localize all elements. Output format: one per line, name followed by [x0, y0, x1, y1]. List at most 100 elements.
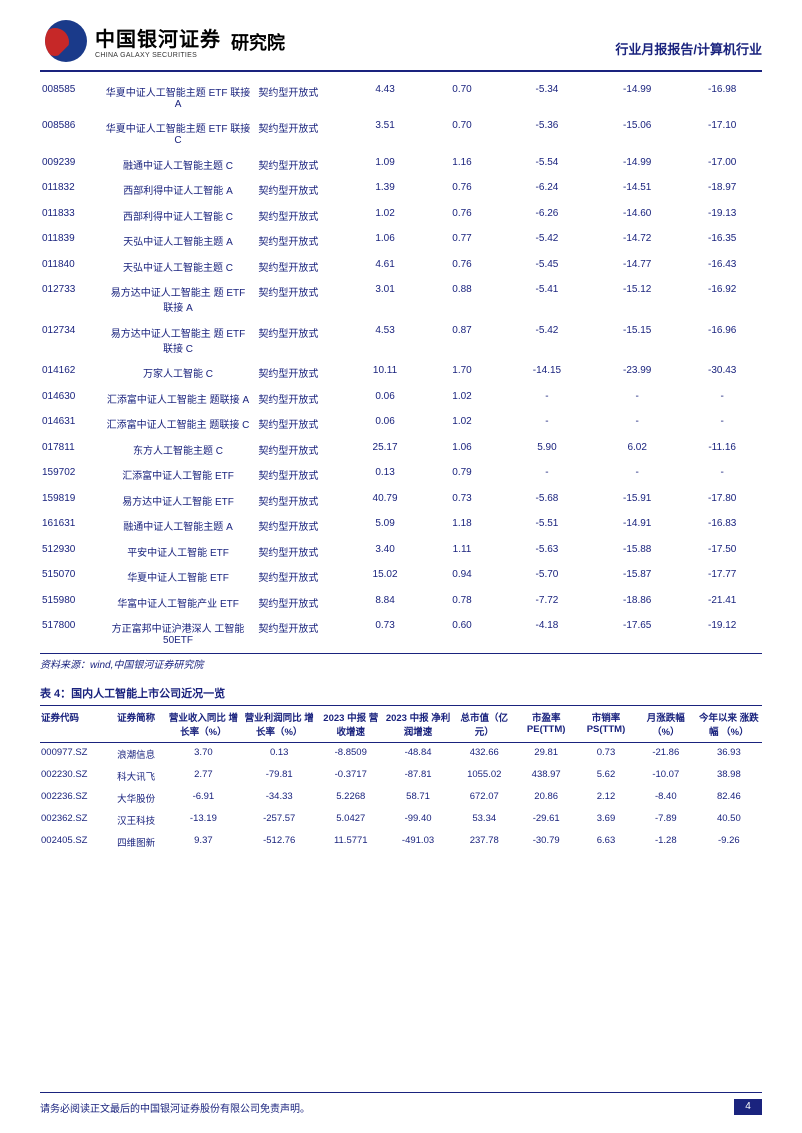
cell-name: 融通中证人工智能主题 C	[104, 151, 253, 177]
cell-v4: -	[592, 411, 682, 436]
cell-v5: -	[682, 462, 762, 487]
cell-v5: -16.35	[682, 228, 762, 253]
cell-v5: -	[682, 411, 762, 436]
page-number: 4	[734, 1099, 762, 1115]
cell-name: 天弘中证人工智能主题 A	[104, 228, 253, 253]
table-cell: 002236.SZ	[40, 787, 106, 809]
table-cell: -99.40	[384, 809, 452, 831]
table-row: 008585华夏中证人工智能主题 ETF 联接 A契约型开放式4.430.70-…	[40, 78, 762, 115]
table-cell: 000977.SZ	[40, 743, 106, 766]
cell-name: 华夏中证人工智能主题 ETF 联接 A	[104, 78, 253, 115]
cell-v2: 0.77	[422, 228, 502, 253]
cell-name: 汇添富中证人工智能 ETF	[104, 462, 253, 487]
cell-v1: 40.79	[348, 487, 422, 513]
table-row: 017811东方人工智能主题 C契约型开放式25.171.065.906.02-…	[40, 436, 762, 462]
column-header: 市销率 PS(TTM)	[576, 706, 636, 743]
cell-v3: -5.63	[502, 538, 592, 564]
cell-name: 万家人工智能 C	[104, 360, 253, 385]
table-row: 515980华富中证人工智能产业 ETF契约型开放式8.840.78-7.72-…	[40, 589, 762, 615]
cell-name: 西部利得中证人工智能 C	[104, 202, 253, 228]
cell-v3: -5.36	[502, 115, 592, 151]
cell-v3: -5.42	[502, 319, 592, 360]
cell-name: 西部利得中证人工智能 A	[104, 177, 253, 202]
cell-type: 契约型开放式	[252, 78, 348, 115]
cell-v1: 10.11	[348, 360, 422, 385]
cell-v4: -15.12	[592, 279, 682, 319]
table-cell: 5.62	[576, 765, 636, 787]
cell-v1: 5.09	[348, 513, 422, 538]
table-cell: 432.66	[452, 743, 516, 766]
table-row: 014630汇添富中证人工智能主 题联接 A契约型开放式0.061.02---	[40, 385, 762, 411]
cell-v5: -16.96	[682, 319, 762, 360]
cell-name: 易方达中证人工智能 ETF	[104, 487, 253, 513]
column-header: 月涨跌幅 （%）	[636, 706, 696, 743]
cell-v2: 0.70	[422, 78, 502, 115]
table-cell: 大华股份	[106, 787, 166, 809]
cell-v4: -17.65	[592, 615, 682, 651]
cell-v4: 6.02	[592, 436, 682, 462]
logo-sub-text: 研究院	[231, 29, 285, 55]
cell-code: 008585	[40, 78, 104, 115]
cell-v3: -5.45	[502, 253, 592, 279]
cell-v1: 25.17	[348, 436, 422, 462]
logo-icon	[45, 20, 87, 62]
cell-type: 契约型开放式	[252, 115, 348, 151]
cell-v5: -16.92	[682, 279, 762, 319]
table-row: 009239融通中证人工智能主题 C契约型开放式1.091.16-5.54-14…	[40, 151, 762, 177]
cell-code: 512930	[40, 538, 104, 564]
cell-v5: -11.16	[682, 436, 762, 462]
table-cell: 58.71	[384, 787, 452, 809]
cell-v4: -15.06	[592, 115, 682, 151]
cell-code: 012733	[40, 279, 104, 319]
cell-v4: -15.91	[592, 487, 682, 513]
cell-v1: 3.40	[348, 538, 422, 564]
cell-code: 014630	[40, 385, 104, 411]
cell-type: 契约型开放式	[252, 360, 348, 385]
cell-code: 014631	[40, 411, 104, 436]
cell-v3: -5.41	[502, 279, 592, 319]
page-header: 中国银河证券 CHINA GALAXY SECURITIES 研究院 行业月报报…	[0, 0, 802, 70]
cell-v1: 0.06	[348, 411, 422, 436]
cell-v2: 1.06	[422, 436, 502, 462]
cell-v3: 5.90	[502, 436, 592, 462]
cell-v4: -14.51	[592, 177, 682, 202]
column-header: 今年以来 涨跌幅 （%）	[696, 706, 762, 743]
cell-v3: -14.15	[502, 360, 592, 385]
cell-v2: 1.11	[422, 538, 502, 564]
cell-v3: -5.54	[502, 151, 592, 177]
column-header: 总市值（亿 元）	[452, 706, 516, 743]
table-row: 517800方正富邦中证沪港深人 工智能 50ETF契约型开放式0.730.60…	[40, 615, 762, 651]
cell-code: 159819	[40, 487, 104, 513]
cell-v5: -17.10	[682, 115, 762, 151]
table-cell: 237.78	[452, 831, 516, 853]
cell-v2: 0.60	[422, 615, 502, 651]
table-row: 002230.SZ科大讯飞2.77-79.81-0.3717-87.811055…	[40, 765, 762, 787]
cell-v3: -	[502, 385, 592, 411]
table-cell: 0.73	[576, 743, 636, 766]
cell-v2: 1.70	[422, 360, 502, 385]
cell-code: 161631	[40, 513, 104, 538]
cell-v3: -5.51	[502, 513, 592, 538]
table-row: 000977.SZ浪潮信息3.700.13-8.8509-48.84432.66…	[40, 743, 762, 766]
cell-v1: 4.53	[348, 319, 422, 360]
table-cell: 科大讯飞	[106, 765, 166, 787]
company-table: 证券代码证券简称营业收入同比 增长率（%）营业利润同比 增长率（%）2023 中…	[40, 705, 762, 853]
table-cell: 672.07	[452, 787, 516, 809]
cell-code: 515070	[40, 564, 104, 589]
cell-code: 159702	[40, 462, 104, 487]
logo-block: 中国银河证券 CHINA GALAXY SECURITIES 研究院	[45, 20, 285, 62]
table-cell: 浪潮信息	[106, 743, 166, 766]
column-header: 营业利润同比 增长率（%）	[241, 706, 318, 743]
table-cell: 3.69	[576, 809, 636, 831]
table-cell: -1.28	[636, 831, 696, 853]
table-row: 002405.SZ四维图新9.37-512.7611.5771-491.0323…	[40, 831, 762, 853]
table-cell: 53.34	[452, 809, 516, 831]
cell-v4: -23.99	[592, 360, 682, 385]
page-footer: 请务必阅读正文最后的中国银河证券股份有限公司免责声明。 4	[40, 1092, 762, 1115]
cell-name: 汇添富中证人工智能主 题联接 A	[104, 385, 253, 411]
cell-type: 契约型开放式	[252, 436, 348, 462]
cell-type: 契约型开放式	[252, 253, 348, 279]
table-cell: -8.8509	[318, 743, 384, 766]
footer-disclaimer: 请务必阅读正文最后的中国银河证券股份有限公司免责声明。	[40, 1100, 310, 1115]
table-cell: 002362.SZ	[40, 809, 106, 831]
